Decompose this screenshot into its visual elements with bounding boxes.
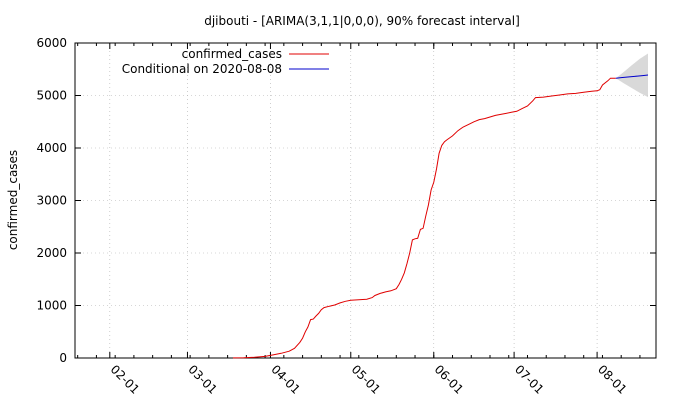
x-tick-label: 04-01 (268, 362, 303, 397)
chart-title: djibouti - [ARIMA(3,1,1|0,0,0), 90% fore… (204, 14, 520, 28)
series-line-confirmed-cases (232, 77, 616, 359)
y-axis-label: confirmed_cases (6, 150, 20, 250)
y-tick-label: 1000 (36, 299, 67, 313)
forecast-interval-band (615, 53, 648, 98)
axes: 0 1000 2000 3000 4000 5000 6000 02-01 03-01 04-01… (36, 36, 656, 397)
y-tick-label: 5000 (36, 89, 67, 103)
x-tick-label: 05-01 (349, 362, 384, 397)
y-tick-label: 3000 (36, 194, 67, 208)
x-tick-label: 02-01 (108, 362, 143, 397)
legend: confirmed_cases Conditional on 2020-08-0… (122, 47, 329, 76)
x-tick-label: 06-01 (432, 362, 467, 397)
plot-frame (74, 42, 657, 359)
legend-label-forecast: Conditional on 2020-08-08 (122, 62, 282, 76)
grid (75, 43, 656, 358)
y-tick-label: 4000 (36, 141, 67, 155)
x-tick-label: 08-01 (595, 362, 630, 397)
x-tick-label: 07-01 (512, 362, 547, 397)
y-tick-label: 6000 (36, 36, 67, 50)
x-tick-label: 03-01 (185, 362, 220, 397)
y-tick-label: 2000 (36, 246, 67, 260)
legend-label-confirmed-cases: confirmed_cases (182, 47, 282, 61)
y-tick-label: 0 (59, 351, 67, 365)
series-line-forecast (615, 74, 649, 79)
